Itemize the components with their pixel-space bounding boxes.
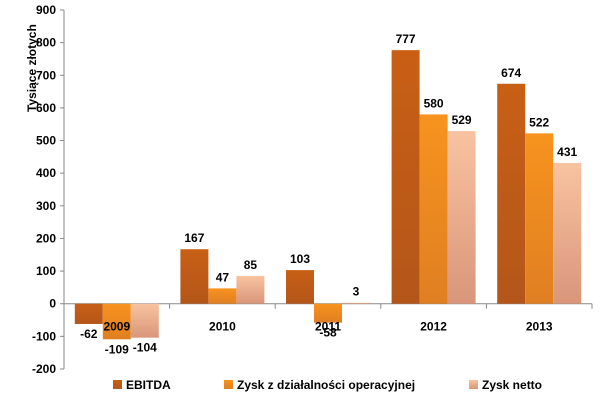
y-tick-label: 100: [36, 264, 56, 278]
data-label: -109: [105, 342, 129, 356]
y-tick-label: 800: [36, 36, 56, 50]
bar-ebitda: [391, 50, 420, 304]
legend-swatch: [469, 380, 478, 389]
bar-zysk-netto: [447, 131, 476, 304]
bar-ebitda: [497, 83, 526, 304]
bar-zysk-z-dzia-alno-ci-operacyjnej: [102, 303, 131, 340]
bar-zysk-z-dzia-alno-ci-operacyjnej: [208, 288, 237, 304]
y-tick-label: 400: [36, 166, 56, 180]
bar-zysk-netto: [342, 302, 370, 304]
category-label: 2011: [315, 320, 341, 334]
data-label: 3: [353, 285, 360, 299]
bars: [74, 50, 582, 340]
data-label: -104: [133, 341, 157, 355]
data-label: 529: [452, 113, 472, 127]
category-labels: 2009 2010 2011 2012 2013: [103, 320, 552, 334]
data-label: -62: [80, 327, 98, 341]
legend-entry: Zysk z działalności operacyjnej: [237, 378, 415, 392]
bar-zysk-z-dzia-alno-ci-operacyjnej: [419, 114, 448, 304]
bar-zysk-netto: [553, 163, 582, 304]
legend-swatch: [224, 380, 233, 389]
bar-ebitda: [286, 270, 314, 304]
category-label: 2012: [420, 320, 447, 334]
y-tick-label: 600: [36, 101, 56, 115]
y-tick-label: 500: [36, 134, 56, 148]
y-tick-label: 200: [36, 231, 56, 245]
data-label: 674: [501, 66, 521, 80]
data-label: 580: [424, 96, 444, 110]
bar-ebitda: [74, 303, 103, 324]
legend: EBITDA Zysk z działalności operacyjnej Zys…: [113, 378, 542, 392]
y-tick-label: 300: [36, 199, 56, 213]
data-label: 522: [529, 115, 549, 129]
data-label: 431: [557, 145, 577, 159]
data-label: 85: [244, 258, 258, 272]
legend-entry: EBITDA: [126, 378, 171, 392]
y-tick-label: 900: [36, 3, 56, 17]
bar-zysk-z-dzia-alno-ci-operacyjnej: [314, 303, 342, 323]
data-label: 103: [290, 252, 310, 266]
y-axis-label: Tysiące złotych: [25, 24, 39, 112]
bar-zysk-netto: [130, 303, 159, 338]
bar-zysk-netto: [236, 275, 265, 304]
legend-entry: Zysk netto: [482, 378, 542, 392]
bar-ebitda: [180, 249, 209, 304]
category-label: 2013: [526, 320, 553, 334]
legend-swatch: [113, 380, 122, 389]
data-labels: -62 -109 -104 167 47 85 103 -58 3 777 580 529 674 522…: [80, 32, 577, 356]
data-label: 47: [216, 270, 230, 284]
category-label: 2010: [209, 320, 236, 334]
y-tick-label: 700: [36, 68, 56, 82]
y-tick-label: -100: [32, 329, 56, 343]
y-tick-label: 0: [49, 297, 56, 311]
category-label: 2009: [103, 320, 130, 334]
data-label: -58: [319, 326, 337, 340]
data-label: 167: [184, 231, 204, 245]
data-label: 777: [396, 32, 416, 46]
bar-zysk-z-dzia-alno-ci-operacyjnej: [525, 133, 554, 304]
y-tick-label: -200: [32, 362, 56, 376]
